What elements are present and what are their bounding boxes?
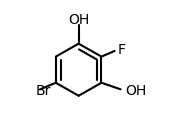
Text: OH: OH (125, 84, 147, 98)
Text: Br: Br (36, 84, 52, 98)
Text: F: F (118, 43, 126, 56)
Text: OH: OH (68, 13, 89, 27)
